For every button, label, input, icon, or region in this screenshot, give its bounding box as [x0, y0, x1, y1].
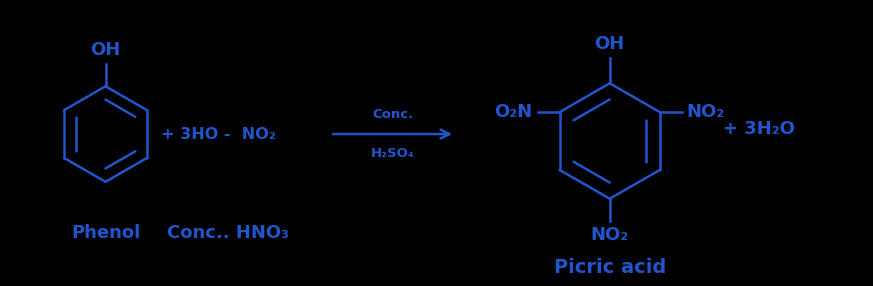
Text: Phenol: Phenol	[71, 224, 141, 242]
Text: OH: OH	[91, 41, 120, 59]
Text: Conc.. HNO₃: Conc.. HNO₃	[168, 224, 289, 242]
Text: + 3HO -  NO₂: + 3HO - NO₂	[162, 126, 276, 142]
Text: + 3H₂O: + 3H₂O	[723, 120, 794, 138]
Text: O₂N: O₂N	[494, 103, 533, 121]
Text: Picric acid: Picric acid	[553, 259, 666, 277]
Text: H₂SO₄: H₂SO₄	[371, 147, 415, 160]
Text: NO₂: NO₂	[591, 226, 629, 244]
Text: Conc.: Conc.	[372, 108, 413, 121]
Text: OH: OH	[595, 35, 625, 53]
Text: NO₂: NO₂	[687, 103, 725, 121]
